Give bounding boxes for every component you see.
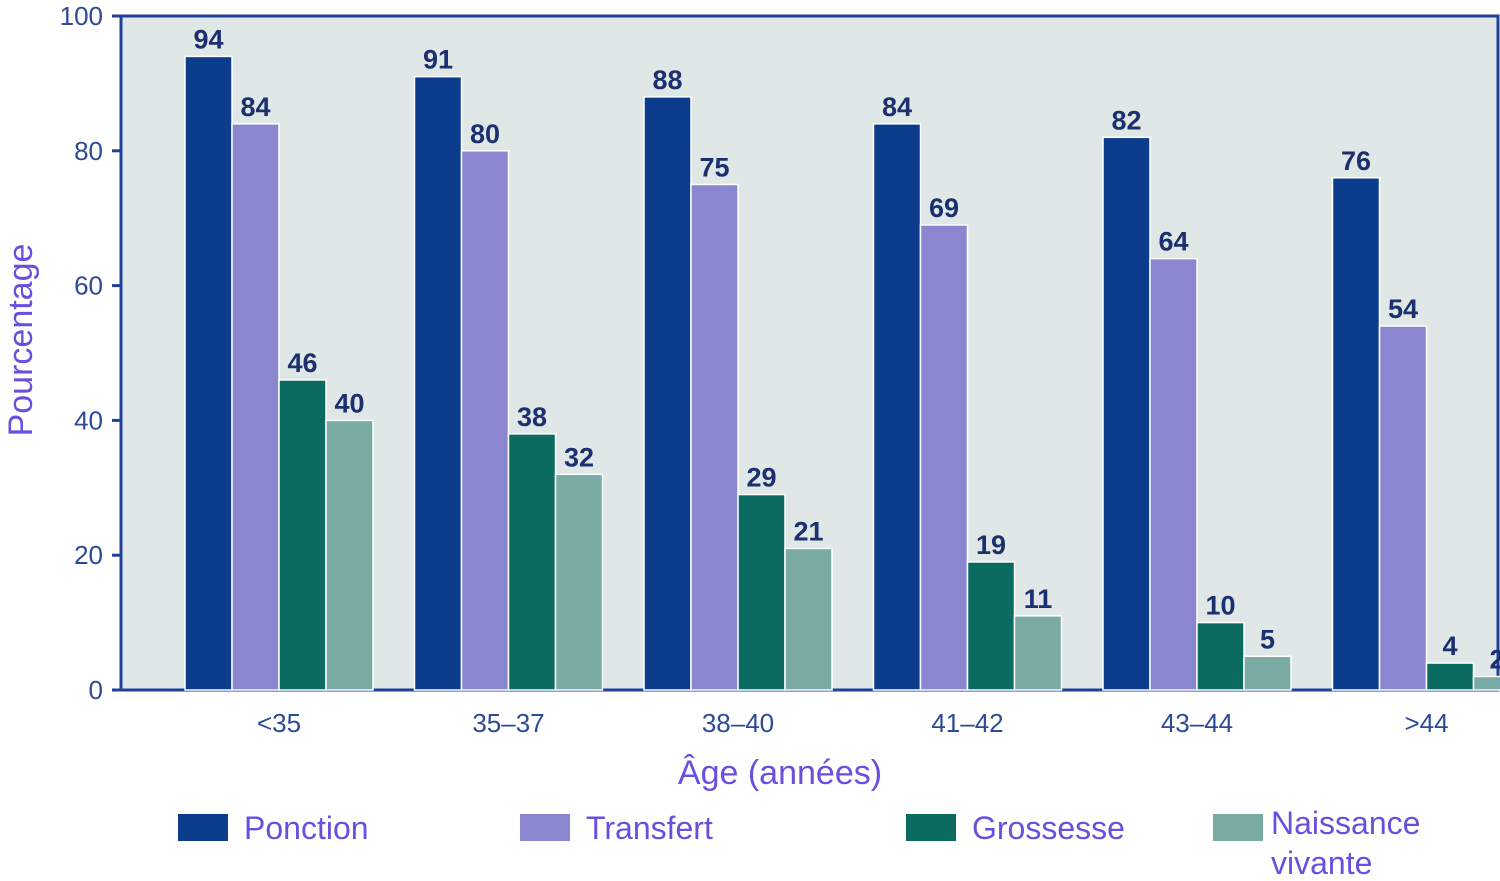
data-label: 64 [1158, 227, 1188, 257]
data-label: 2 [1489, 645, 1500, 675]
bar-transfert [1149, 257, 1198, 691]
bar-naissance-vivante [1472, 675, 1500, 691]
data-labels: 94 91 88 84 82 76 84 80 75 69 64 54 46 38 29 19 10 4 40 32 2… [193, 24, 1500, 674]
y-tick-label: 80 [74, 136, 103, 166]
data-label: 32 [564, 442, 594, 472]
bar-ponction [872, 123, 922, 691]
bar-ponction [413, 75, 463, 691]
legend-label: Ponction [244, 810, 369, 846]
data-label: 69 [929, 193, 959, 223]
x-axis-title: Âge (années) [678, 754, 882, 792]
bars [184, 55, 1500, 691]
data-label: 82 [1111, 105, 1141, 135]
bar-grossesse [1196, 621, 1245, 691]
legend-swatch [520, 814, 570, 841]
data-label: 21 [793, 516, 823, 546]
data-label: 19 [976, 530, 1006, 560]
data-label: 75 [699, 153, 729, 183]
y-tick-label: 20 [74, 540, 103, 570]
bar-grossesse [737, 493, 786, 691]
bar-transfert [1378, 325, 1428, 691]
x-tick-label: 41–42 [931, 708, 1003, 738]
legend-label: Transfert [586, 810, 713, 846]
bar-grossesse [278, 379, 327, 691]
x-tick-label: >44 [1404, 708, 1448, 738]
bar-grossesse [507, 433, 557, 691]
data-label: 80 [470, 119, 500, 149]
bar-naissance-vivante [1243, 655, 1292, 691]
y-axis: 0 20 40 60 80 100 [60, 1, 121, 705]
data-label: 4 [1442, 631, 1457, 661]
y-tick-label: 60 [74, 271, 103, 301]
legend-swatch [1213, 814, 1263, 841]
legend-label: Grossesse [972, 810, 1125, 846]
y-tick-label: 0 [89, 675, 103, 705]
bar-grossesse [1425, 662, 1475, 691]
data-label: 46 [287, 348, 317, 378]
bar-ponction [1331, 177, 1381, 691]
bar-naissance-vivante [325, 419, 374, 691]
data-label: 54 [1388, 294, 1418, 324]
data-label: 91 [423, 45, 453, 75]
data-label: 94 [193, 24, 223, 54]
bar-transfert [690, 183, 739, 691]
bar-ponction [643, 96, 692, 691]
legend-label: Naissance vivante [1271, 805, 1420, 881]
data-label: 84 [240, 92, 270, 122]
bar-naissance-vivante [554, 473, 604, 691]
legend-swatch [906, 814, 956, 841]
x-tick-label: 43–44 [1161, 708, 1233, 738]
y-tick-label: 100 [60, 1, 103, 31]
legend-swatch [178, 814, 228, 841]
data-label: 10 [1205, 591, 1235, 621]
bar-transfert [919, 224, 969, 691]
data-label: 88 [652, 65, 682, 95]
data-label: 38 [517, 402, 547, 432]
bar-ponction [184, 55, 233, 691]
x-axis: <35 35–37 38–40 41–42 43–44 >44 [257, 708, 1449, 738]
x-tick-label: 35–37 [472, 708, 544, 738]
data-label: 5 [1260, 624, 1275, 654]
data-label: 84 [882, 92, 912, 122]
bar-ponction [1102, 136, 1151, 691]
x-tick-label: 38–40 [702, 708, 774, 738]
x-tick-label: <35 [257, 708, 301, 738]
y-tick-label: 40 [74, 405, 103, 435]
bar-grossesse [966, 561, 1016, 691]
bar-naissance-vivante [1013, 615, 1063, 691]
data-label: 29 [746, 463, 776, 493]
legend: Ponction Transfert Grossesse Naissance vivan… [178, 805, 1420, 881]
data-label: 76 [1341, 146, 1371, 176]
y-axis-title: Pourcentage [2, 244, 40, 437]
data-label: 40 [334, 388, 364, 418]
bar-transfert [231, 123, 280, 691]
data-label: 11 [1024, 584, 1053, 614]
bar-naissance-vivante [784, 547, 833, 691]
bar-transfert [460, 150, 510, 691]
